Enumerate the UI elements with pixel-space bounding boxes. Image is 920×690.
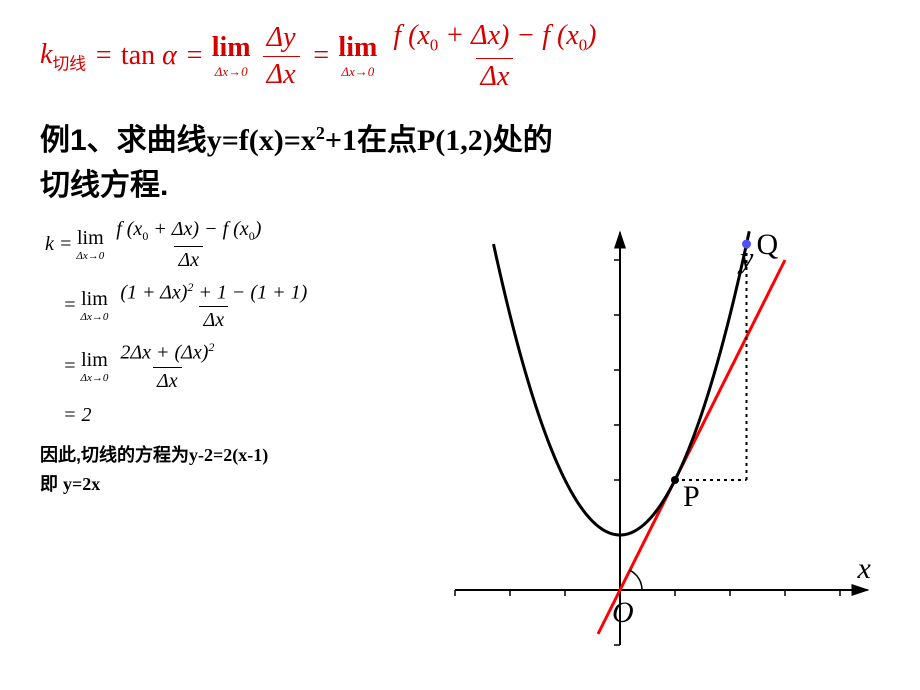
equals-3: = — [312, 40, 331, 72]
parabola-tangent-graph: y x O P Q — [450, 190, 890, 650]
svg-text:O: O — [612, 596, 634, 629]
svg-text:Q: Q — [757, 228, 779, 261]
svg-text:x: x — [857, 552, 872, 585]
svg-text:P: P — [683, 480, 700, 513]
frac-dy-dx: Δy Δx — [263, 22, 300, 91]
svg-text:y: y — [737, 242, 754, 275]
frac-s3: 2Δx + (Δx)2 Δx — [116, 340, 218, 393]
frac-s2: (1 + Δx)2 + 1 − (1 + 1) Δx — [116, 280, 311, 333]
frac-difference-quotient: f (x0 + Δx) − f (x0) Δx — [389, 20, 600, 93]
lim-s3: lim Δx→0 — [81, 349, 109, 384]
lim-1: lim Δx→0 — [212, 32, 251, 80]
tan: tan — [121, 40, 155, 71]
equals-1: = — [94, 40, 113, 72]
frac-s1: f (x0 + Δx) − f (x0) Δx — [112, 218, 265, 272]
k-var: k — [40, 39, 52, 70]
lim-2: lim Δx→0 — [338, 32, 377, 80]
k-subscript: 切线 — [52, 54, 86, 73]
equals-2: = — [185, 40, 204, 72]
lim-s1: lim Δx→0 — [76, 227, 104, 262]
tangent-slope-formula: k切线 = tan α = lim Δx→0 Δy Δx = lim Δx→0 … — [40, 20, 880, 93]
lim-s2: lim Δx→0 — [81, 288, 109, 323]
alpha: α — [162, 40, 177, 71]
